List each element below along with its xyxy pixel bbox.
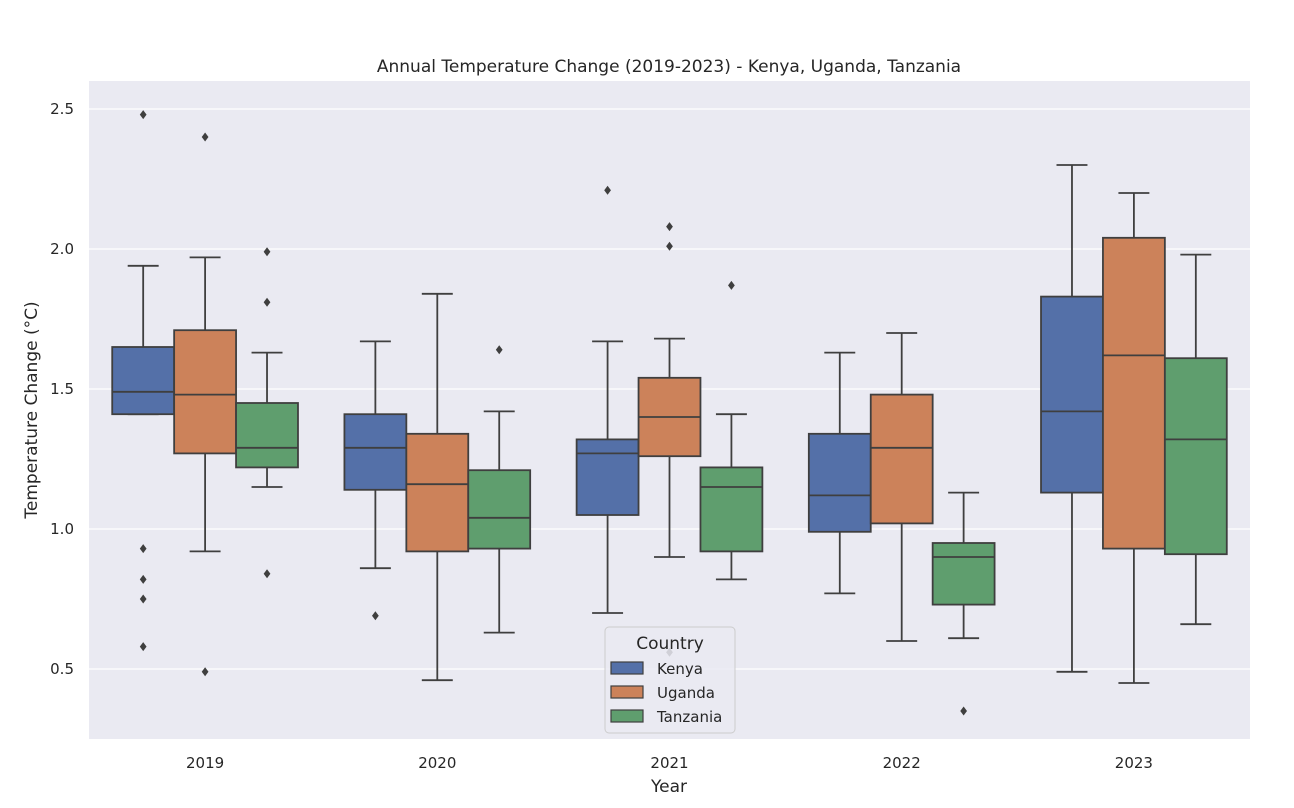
y-tick-label: 2.0 (50, 240, 74, 258)
outlier-point (666, 241, 673, 251)
box-body (173, 329, 237, 455)
y-tick-label: 1.0 (50, 520, 74, 538)
x-tick-label: 2022 (883, 754, 921, 772)
legend-label-kenya: Kenya (657, 660, 703, 678)
box-groups (111, 110, 1228, 716)
y-tick-label: 2.5 (50, 100, 74, 118)
box-body (575, 438, 640, 516)
box-uganda-2020 (405, 292, 470, 682)
box-uganda-2023 (1102, 192, 1166, 684)
legend-swatch-uganda (610, 685, 644, 699)
box-body (807, 432, 872, 533)
box-uganda-2021 (637, 222, 702, 657)
x-tick-label: 2021 (650, 754, 688, 772)
outlier-point (139, 594, 147, 604)
legend-title: Country (636, 634, 704, 654)
outlier-point (201, 132, 209, 142)
y-tick-labels: 0.5 1.0 1.5 2.0 2.5 (50, 100, 74, 678)
box-body (1102, 236, 1166, 550)
legend: Country Kenya Uganda Tanzania (604, 626, 736, 734)
box-kenya-2021 (575, 185, 640, 614)
box-tanzania-2022 (931, 491, 996, 716)
box-body (467, 469, 532, 550)
box-uganda-2022 (869, 332, 934, 642)
outlier-point (666, 222, 673, 232)
outlier-point (495, 345, 503, 355)
outlier-point (960, 706, 967, 716)
y-axis-label: Temperature Change (°C) (22, 301, 42, 519)
legend-label-uganda: Uganda (657, 684, 715, 702)
outlier-point (139, 110, 147, 120)
box-kenya-2022 (807, 351, 872, 595)
box-tanzania-2020 (467, 345, 532, 634)
box-body (869, 393, 934, 525)
outlier-point (372, 611, 379, 621)
box-body (699, 466, 764, 553)
box-body (931, 542, 996, 606)
box-body (1163, 357, 1228, 556)
x-tick-labels: 2019 2020 2021 2022 2023 (186, 754, 1153, 772)
box-kenya-2019 (111, 110, 176, 652)
box-body (1040, 295, 1104, 494)
box-kenya-2020 (343, 340, 408, 621)
outlier-point (139, 574, 147, 584)
x-tick-label: 2020 (418, 754, 456, 772)
chart-title: Annual Temperature Change (2019-2023) - … (377, 57, 961, 77)
box-tanzania-2019 (235, 247, 299, 579)
box-body (343, 413, 408, 491)
outlier-point (263, 297, 271, 307)
outlier-point (139, 642, 147, 652)
box-body (405, 432, 470, 553)
x-tick-label: 2023 (1115, 754, 1153, 772)
box-body (111, 346, 176, 416)
box-uganda-2019 (173, 132, 237, 677)
outlier-point (728, 280, 735, 290)
y-tick-label: 0.5 (50, 660, 74, 678)
outlier-point (263, 569, 271, 579)
legend-label-tanzania: Tanzania (656, 708, 722, 726)
y-tick-label: 1.5 (50, 380, 74, 398)
x-tick-label: 2019 (186, 754, 224, 772)
legend-swatch-tanzania (610, 709, 644, 723)
box-body (235, 402, 299, 469)
outlier-point (139, 544, 147, 554)
outlier-point (201, 667, 209, 677)
legend-swatch-kenya (610, 661, 644, 675)
box-kenya-2023 (1040, 164, 1104, 673)
outlier-point (604, 185, 611, 195)
x-axis-label: Year (650, 777, 687, 797)
legend-frame (604, 626, 736, 734)
box-tanzania-2021 (699, 280, 764, 581)
box-tanzania-2023 (1163, 253, 1228, 626)
outlier-point (263, 247, 271, 257)
